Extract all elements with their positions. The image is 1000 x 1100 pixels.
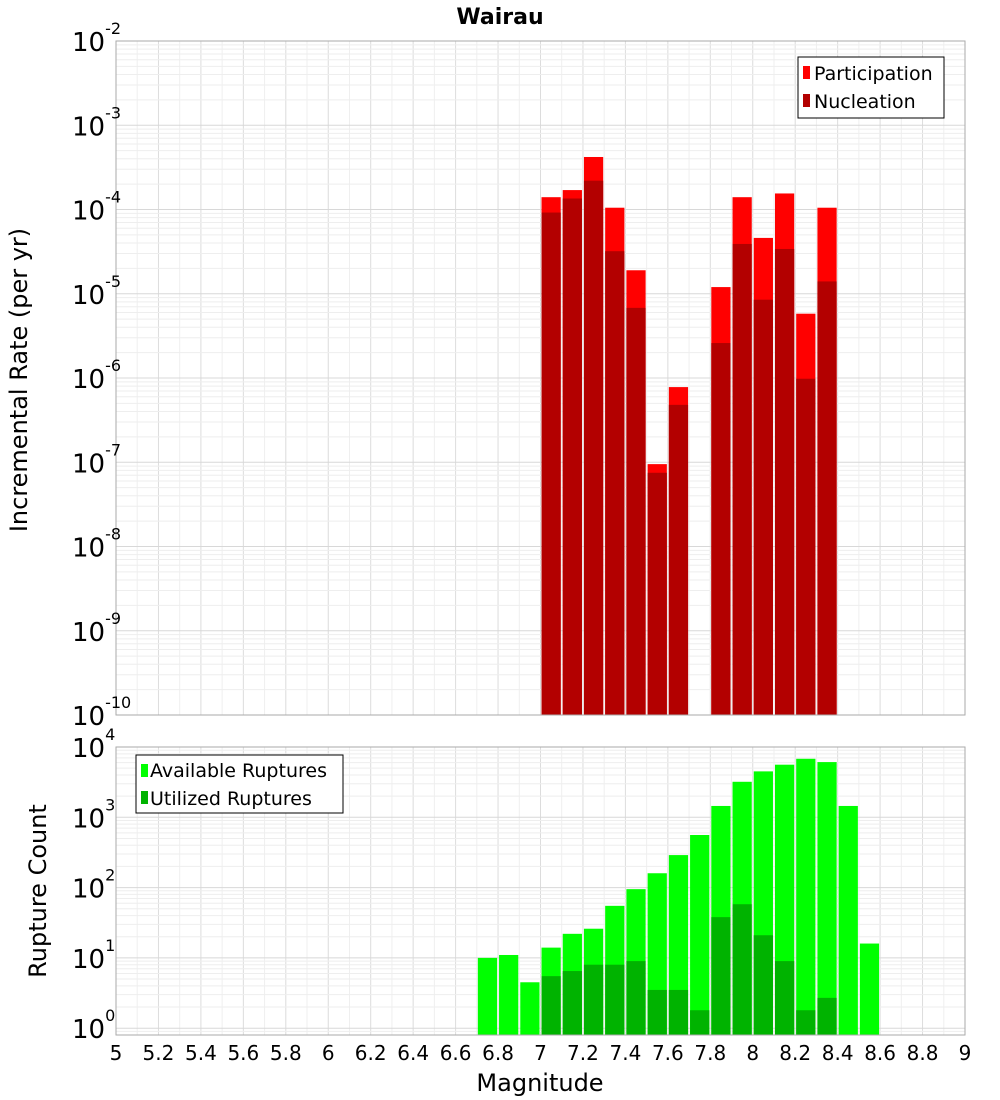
nucleation-legend-label: Nucleation: [814, 91, 916, 113]
x-tick-label: 6.8: [482, 1041, 514, 1065]
utilized-ruptures-bar: [817, 997, 837, 1035]
rate-y-tick-label: 10-2: [72, 19, 121, 58]
count-y-tick-label: 100: [72, 1006, 115, 1045]
rate-y-tick-label: 10-5: [72, 272, 121, 311]
utilized-ruptures-bar: [690, 1010, 710, 1035]
available-ruptures-bar: [838, 805, 858, 1035]
utilized-ruptures-bar: [541, 976, 561, 1035]
count-y-axis-title: Rupture Count: [24, 804, 52, 978]
rate-y-tick-label: 10-7: [72, 440, 121, 479]
x-tick-label: 6.2: [355, 1041, 387, 1065]
chart-title: Wairau: [456, 5, 543, 30]
x-tick-label: 9: [959, 1041, 972, 1065]
participation-legend-label: Participation: [814, 63, 933, 85]
utilized-legend-label: Utilized Ruptures: [150, 788, 312, 810]
rate-y-tick-label: 10-6: [72, 356, 121, 395]
utilized-legend-swatch: [141, 791, 148, 804]
count-legend: Available Ruptures Utilized Ruptures: [135, 754, 344, 814]
nucleation-bar: [626, 307, 646, 715]
nucleation-bar: [583, 180, 604, 716]
rate-legend: Participation Nucleation: [797, 56, 945, 119]
rate-y-tick-label: 10-9: [72, 609, 121, 648]
x-tick-label: 6: [322, 1041, 335, 1065]
x-tick-label: 5.6: [227, 1041, 259, 1065]
x-tick-label: 7.2: [567, 1041, 599, 1065]
utilized-ruptures-bar: [774, 961, 795, 1035]
count-y-ticks: 100 101 102 103 104: [72, 725, 115, 1045]
rate-y-tick-label: 10-4: [72, 188, 121, 227]
x-tick-label: 8.8: [907, 1041, 939, 1065]
available-ruptures-bar: [859, 943, 880, 1035]
count-y-tick-label: 102: [72, 866, 115, 905]
nucleation-legend-swatch: [803, 94, 810, 107]
x-tick-label: 8: [746, 1041, 759, 1065]
x-tick-label: 6.4: [397, 1041, 429, 1065]
x-tick-label: 5.2: [143, 1041, 175, 1065]
x-axis-title: Magnitude: [476, 1069, 603, 1097]
count-bars: [477, 758, 880, 1035]
count-legend-box: [135, 754, 344, 814]
nucleation-bar: [732, 243, 752, 715]
nucleation-bar: [605, 251, 625, 716]
rate-y-axis-title: Incremental Rate (per yr): [5, 228, 33, 532]
count-y-tick-label: 104: [72, 725, 115, 764]
nucleation-bar: [753, 299, 773, 715]
available-legend-label: Available Ruptures: [150, 760, 327, 782]
rate-y-tick-label: 10-8: [72, 525, 121, 564]
x-tick-label: 5.4: [185, 1041, 217, 1065]
x-tick-label: 7: [534, 1041, 547, 1065]
rate-plot-border: [115, 40, 966, 716]
x-tick-label: 8.2: [779, 1041, 811, 1065]
nucleation-bar: [774, 248, 795, 715]
x-tick-label: 7.4: [609, 1041, 641, 1065]
nucleation-bar: [562, 198, 582, 715]
available-ruptures-bar: [499, 954, 519, 1035]
nucleation-bar: [796, 378, 816, 715]
x-tick-label: 8.6: [864, 1041, 896, 1065]
x-tick-label: 6.6: [440, 1041, 472, 1065]
rate-bars: [541, 156, 837, 716]
utilized-ruptures-bar: [668, 989, 689, 1035]
x-tick-label: 5: [110, 1041, 123, 1065]
rate-y-tick-label: 10-10: [72, 693, 131, 732]
nucleation-bar: [647, 472, 667, 715]
utilized-ruptures-bar: [583, 964, 604, 1035]
available-ruptures-bar: [477, 957, 498, 1035]
available-legend-swatch: [141, 764, 148, 777]
count-y-tick-label: 103: [72, 795, 115, 834]
x-tick-label: 7.6: [652, 1041, 684, 1065]
utilized-ruptures-bar: [753, 935, 773, 1035]
x-tick-label: 5.8: [270, 1041, 302, 1065]
utilized-ruptures-bar: [562, 971, 582, 1035]
available-ruptures-bar: [796, 758, 816, 1035]
x-tick-label: 7.8: [694, 1041, 726, 1065]
count-plot-border: [115, 746, 966, 1036]
utilized-ruptures-bar: [647, 989, 667, 1035]
utilized-ruptures-bar: [711, 917, 731, 1035]
available-ruptures-bar: [690, 834, 710, 1035]
nucleation-bar: [817, 281, 837, 715]
count-y-tick-label: 101: [72, 936, 115, 975]
utilized-ruptures-bar: [732, 904, 752, 1035]
rate-panel: 10-10 10-9 10-8 10-7 10-6 10-5 10-4 10-3 10-2 In…: [5, 19, 966, 732]
nucleation-bar: [541, 212, 561, 715]
count-panel: 100 101 102 103 104 5 5.2 5.4 5.6 5.8 6 6.2 6.4 6.6 6…: [24, 725, 971, 1097]
utilized-ruptures-bar: [605, 964, 625, 1035]
rate-grid: [115, 40, 966, 716]
utilized-ruptures-bar: [796, 1010, 816, 1035]
magnitude-x-ticks: 5 5.2 5.4 5.6 5.8 6 6.2 6.4 6.6 6.8 7 7.2 7.4 7.6 7.8 8…: [110, 1041, 972, 1065]
nucleation-bar: [711, 343, 731, 715]
x-tick-label: 8.4: [822, 1041, 854, 1065]
rate-y-tick-label: 10-3: [72, 103, 121, 142]
participation-legend-swatch: [803, 66, 810, 79]
rate-legend-box: [797, 56, 945, 119]
utilized-ruptures-bar: [626, 961, 646, 1035]
available-ruptures-bar: [817, 762, 837, 1035]
nucleation-bar: [668, 404, 689, 715]
rate-y-ticks: 10-10 10-9 10-8 10-7 10-6 10-5 10-4 10-3 10-2: [72, 19, 131, 732]
available-ruptures-bar: [520, 982, 540, 1035]
